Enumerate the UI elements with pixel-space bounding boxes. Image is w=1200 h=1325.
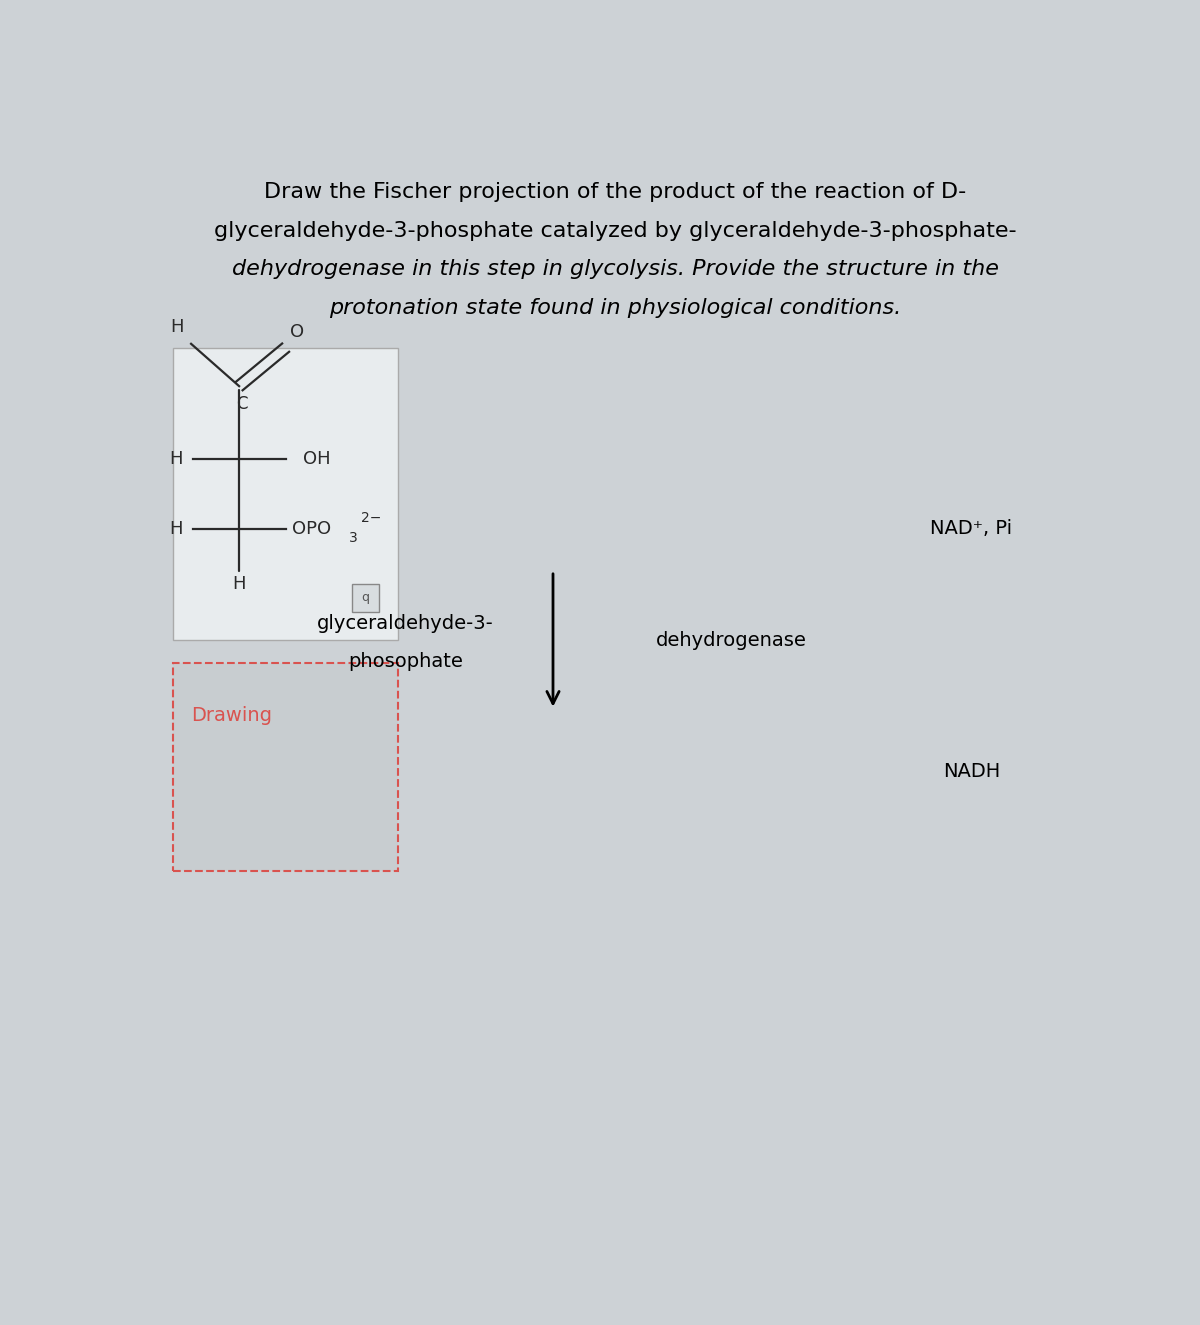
Text: OPO: OPO [292,519,331,538]
Text: O: O [290,323,305,342]
Bar [173,347,398,640]
Text: NADH: NADH [943,762,1000,780]
Text: OH: OH [302,451,330,468]
Text: Draw the Fischer projection of the product of the reaction of D-: Draw the Fischer projection of the produ… [264,182,966,203]
Text: glyceraldehyde-3-phosphate catalyzed by glyceraldehyde-3-phosphate-: glyceraldehyde-3-phosphate catalyzed by … [214,220,1016,241]
Text: protonation state found in physiological conditions.: protonation state found in physiological… [329,298,901,318]
Text: q: q [361,591,370,604]
Text: Drawing: Drawing [191,706,272,725]
Text: phosophate: phosophate [348,652,463,670]
Text: dehydrogenase in this step in glycolysis. Provide the structure in the: dehydrogenase in this step in glycolysis… [232,260,998,280]
Text: NAD⁺, Pi: NAD⁺, Pi [930,519,1013,538]
Text: dehydrogenase: dehydrogenase [656,631,806,649]
Text: H: H [233,575,246,592]
Text: H: H [170,318,184,337]
Text: 2−: 2− [361,511,382,525]
Bar [173,664,398,872]
Text: H: H [169,451,182,468]
Text: 3: 3 [349,531,358,545]
Text: glyceraldehyde-3-: glyceraldehyde-3- [317,613,494,632]
Text: C: C [236,395,248,413]
Bar [352,584,379,612]
Text: H: H [169,519,182,538]
